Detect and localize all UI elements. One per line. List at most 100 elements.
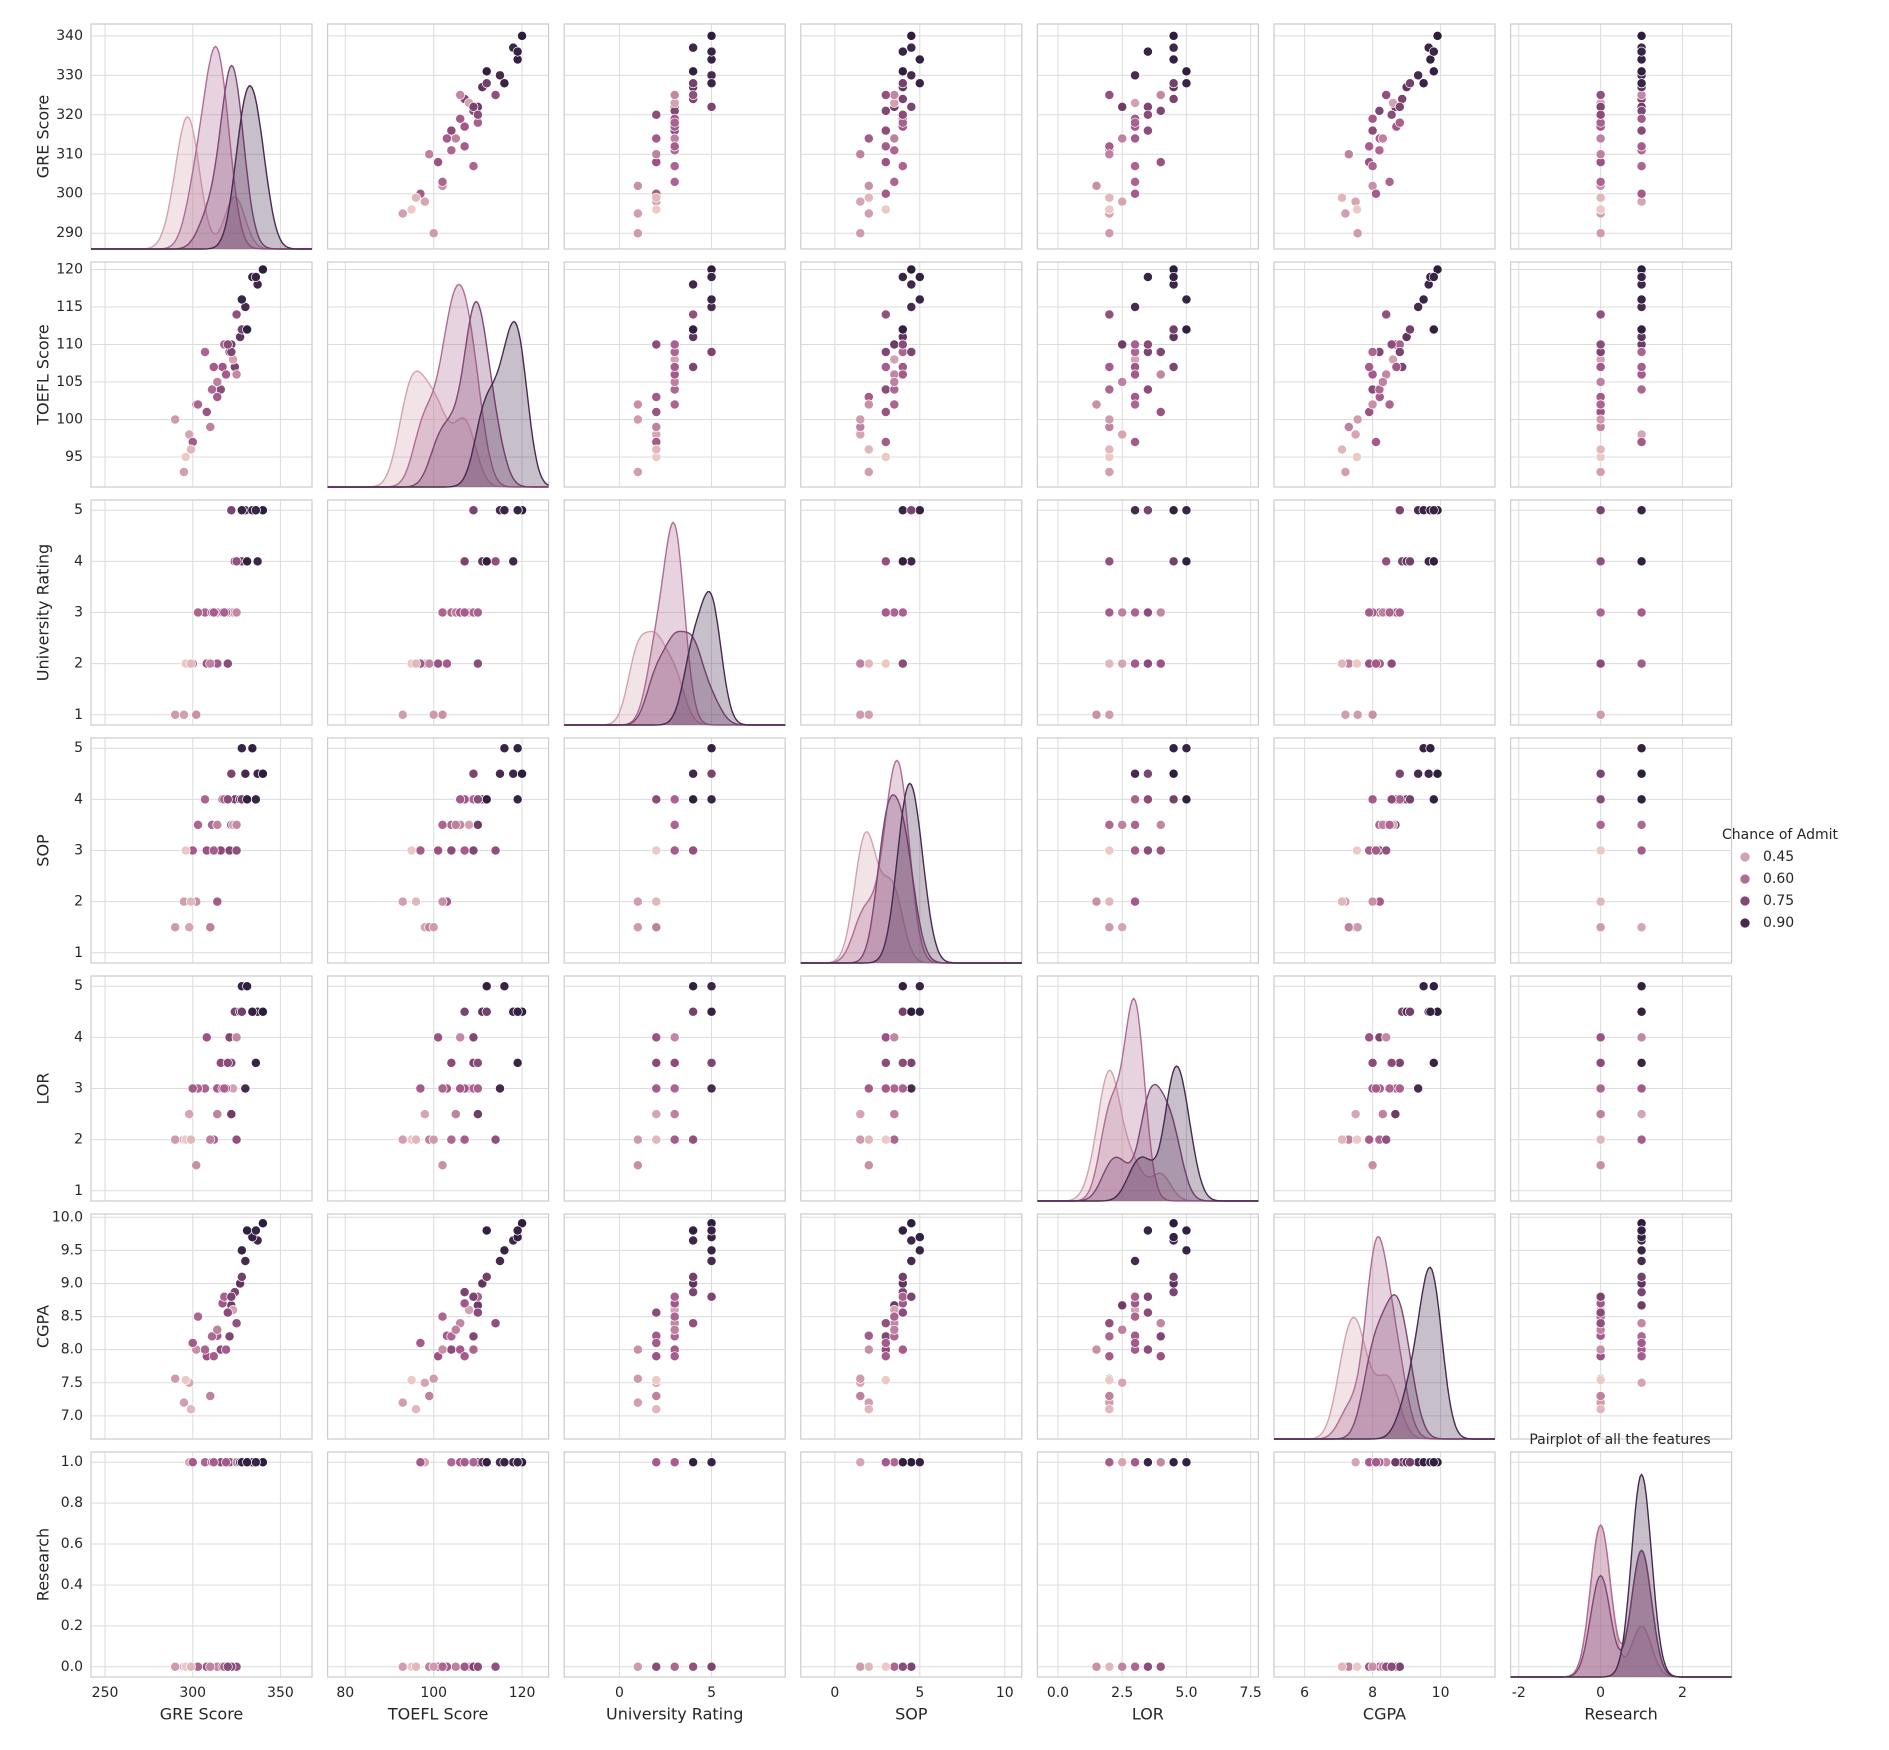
subplot xyxy=(1273,499,1496,726)
scatter-point xyxy=(669,1324,680,1335)
scatter-point xyxy=(669,794,680,805)
scatter-point xyxy=(897,1291,908,1302)
scatter-point xyxy=(231,1134,242,1145)
scatter-point xyxy=(897,981,908,992)
scatter-point xyxy=(651,149,662,160)
subplot-frame xyxy=(90,1213,313,1440)
subplot-frame xyxy=(1509,261,1733,488)
scatter-point xyxy=(1130,1457,1141,1468)
scatter-point xyxy=(855,709,866,720)
scatter-point xyxy=(1418,981,1429,992)
scatter-point xyxy=(1104,607,1115,618)
kde-area xyxy=(91,46,312,249)
scatter-point xyxy=(1636,30,1647,41)
scatter-point xyxy=(897,1083,908,1094)
x-axis-label: TOEFL Score xyxy=(387,1705,489,1724)
scatter-point xyxy=(490,1318,501,1329)
scatter-point xyxy=(191,1160,202,1171)
scatter-point xyxy=(1104,149,1115,160)
subplot-frame xyxy=(327,499,550,726)
scatter-point xyxy=(651,1134,662,1145)
scatter-point xyxy=(1168,272,1179,282)
scatter-point xyxy=(880,141,891,152)
scatter-point xyxy=(1181,294,1192,305)
scatter-point xyxy=(1394,505,1405,516)
subplot-frame xyxy=(1273,1451,1496,1678)
scatter-point xyxy=(1405,1457,1415,1468)
scatter-point xyxy=(186,1134,196,1145)
scatter-point xyxy=(1367,347,1378,357)
scatter-point xyxy=(706,272,717,282)
scatter-point xyxy=(688,90,699,101)
scatter-point xyxy=(906,1006,917,1017)
scatter-point xyxy=(207,384,217,395)
scatter-point xyxy=(1155,105,1166,116)
x-tick-label: 0 xyxy=(830,1685,839,1701)
scatter-point xyxy=(1636,1032,1647,1043)
scatter-point xyxy=(688,981,699,992)
scatter-point xyxy=(651,1083,662,1094)
scatter-point xyxy=(1595,1404,1606,1415)
x-tick-label: 120 xyxy=(509,1685,536,1701)
scatter-point xyxy=(222,1661,233,1672)
subplot xyxy=(327,1213,550,1440)
scatter-point xyxy=(1117,819,1128,830)
scatter-point xyxy=(1168,54,1179,65)
scatter-point xyxy=(499,505,510,516)
scatter-point xyxy=(1371,845,1381,856)
scatter-point xyxy=(437,607,448,618)
scatter-point xyxy=(446,1457,457,1468)
x-tick-label: 350 xyxy=(267,1685,294,1701)
scatter-point xyxy=(669,1083,680,1094)
scatter-point xyxy=(889,399,900,410)
subplot-frame xyxy=(1509,975,1733,1202)
y-axis-label: GRE Score xyxy=(34,95,53,179)
scatter-point xyxy=(897,1457,908,1468)
scatter-point xyxy=(1104,192,1115,203)
scatter-point xyxy=(1386,109,1397,120)
scatter-point xyxy=(632,414,643,425)
subplot xyxy=(1036,737,1260,964)
scatter-point xyxy=(193,1311,203,1322)
scatter-point xyxy=(201,407,212,417)
scatter-point xyxy=(437,896,448,907)
scatter-point xyxy=(889,354,900,365)
scatter-point xyxy=(906,279,917,290)
scatter-point xyxy=(688,1457,699,1468)
scatter-point xyxy=(1386,1661,1397,1672)
scatter-point xyxy=(669,1057,680,1068)
scatter-point xyxy=(397,208,408,219)
scatter-point xyxy=(499,78,510,89)
scatter-point xyxy=(490,1134,501,1145)
subplot-frame xyxy=(90,499,313,726)
subplot-frame xyxy=(563,261,786,488)
scatter-point xyxy=(1117,377,1128,387)
y-tick-label: 0.6 xyxy=(61,1536,83,1552)
subplot-frame xyxy=(1273,975,1496,1202)
scatter-point xyxy=(1595,819,1606,830)
scatter-point xyxy=(1371,658,1381,669)
x-tick-label: 10 xyxy=(1432,1685,1450,1701)
scatter-point xyxy=(1130,1338,1141,1348)
scatter-point xyxy=(863,1160,874,1171)
scatter-point xyxy=(855,1134,866,1145)
scatter-point xyxy=(1130,505,1141,516)
scatter-point xyxy=(208,845,219,856)
subplot xyxy=(1509,261,1733,488)
x-tick-label: 2 xyxy=(1678,1685,1687,1701)
scatter-point xyxy=(897,46,908,57)
scatter-point xyxy=(446,1057,457,1068)
subplot xyxy=(563,1451,786,1678)
subplot-frame xyxy=(800,499,1023,726)
scatter-point xyxy=(1381,845,1392,856)
scatter-point xyxy=(1352,1134,1362,1145)
scatter-point xyxy=(880,1661,891,1672)
scatter-point xyxy=(433,1032,444,1043)
scatter-point xyxy=(236,505,247,516)
scatter-point xyxy=(1155,845,1166,856)
scatter-point xyxy=(1595,505,1606,516)
x-tick-label: 250 xyxy=(92,1685,119,1701)
scatter-point xyxy=(855,1373,866,1384)
scatter-point xyxy=(1381,556,1392,567)
subplot-frame xyxy=(327,1213,550,1440)
